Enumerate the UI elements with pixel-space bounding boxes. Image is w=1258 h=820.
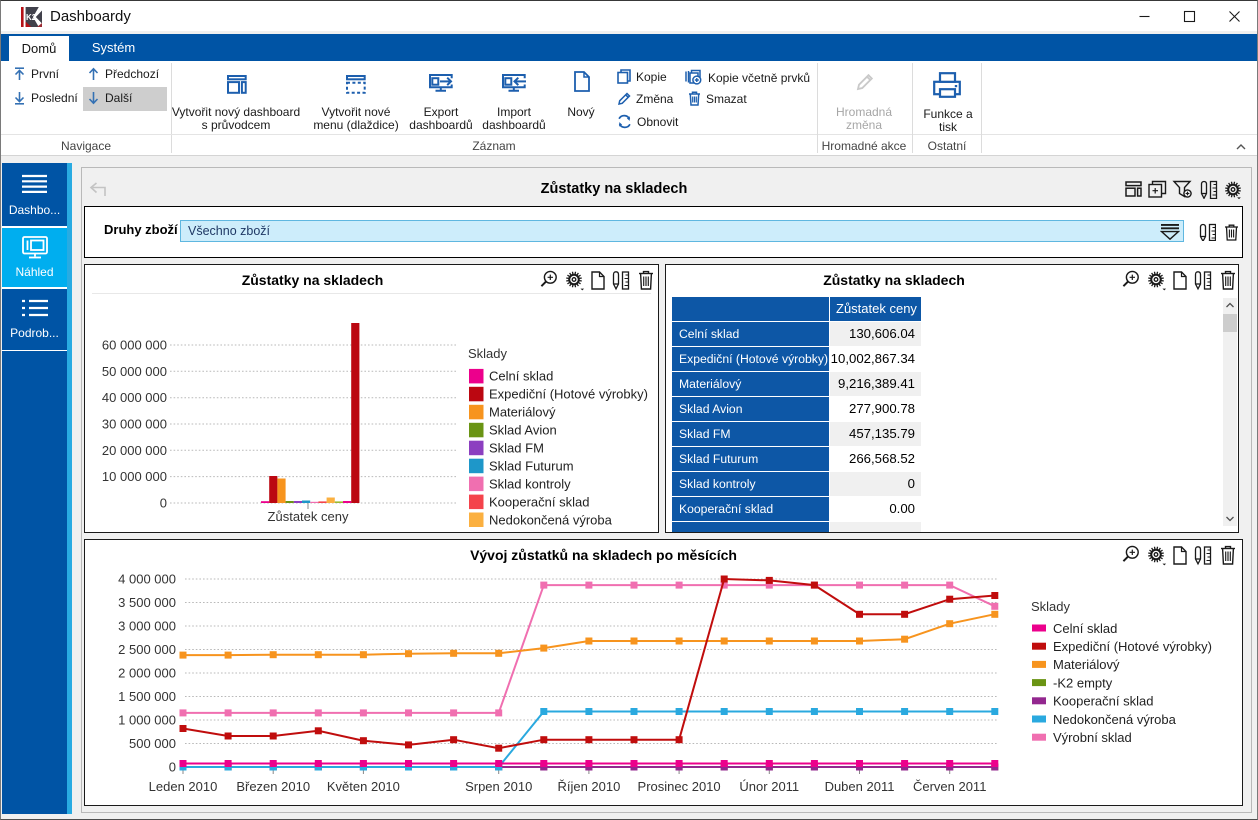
svg-text:Sklad FM: Sklad FM: [489, 441, 544, 456]
svg-text:Duben 2011: Duben 2011: [825, 779, 895, 794]
svg-text:Leden 2010: Leden 2010: [149, 779, 218, 794]
svg-text:Červen 2011: Červen 2011: [913, 779, 986, 794]
svg-text:Expediční (Hotové výrobky): Expediční (Hotové výrobky): [1053, 639, 1212, 654]
svg-text:0: 0: [169, 760, 176, 775]
svg-text:Expediční (Hotové výrobky): Expediční (Hotové výrobky): [489, 387, 648, 402]
svg-text:Sklad Futurum: Sklad Futurum: [489, 459, 574, 474]
svg-text:K2: K2: [26, 13, 37, 22]
svg-text:Prosinec 2010: Prosinec 2010: [638, 779, 721, 794]
svg-text:Výrobní sklad: Výrobní sklad: [1053, 730, 1132, 745]
svg-text:500 000: 500 000: [129, 736, 176, 751]
svg-text:Zůstatek ceny: Zůstatek ceny: [268, 509, 349, 524]
svg-text:4 000 000: 4 000 000: [118, 572, 176, 587]
svg-text:Květen 2010: Květen 2010: [327, 779, 400, 794]
svg-text:3 000 000: 3 000 000: [118, 619, 176, 634]
svg-text:-K2 empty: -K2 empty: [1053, 675, 1113, 690]
svg-text:Srpen 2010: Srpen 2010: [465, 779, 532, 794]
svg-text:Nedokončená výroba: Nedokončená výroba: [489, 512, 613, 527]
svg-text:20 000 000: 20 000 000: [102, 443, 167, 458]
svg-text:Materiálový: Materiálový: [1053, 657, 1120, 672]
svg-text:40 000 000: 40 000 000: [102, 390, 167, 405]
svg-text:Sklady: Sklady: [1031, 599, 1071, 614]
svg-text:2 500 000: 2 500 000: [118, 642, 176, 657]
svg-text:50 000 000: 50 000 000: [102, 364, 167, 379]
svg-text:Únor 2011: Únor 2011: [739, 779, 799, 794]
svg-text:Celní sklad: Celní sklad: [1053, 621, 1117, 636]
svg-text:3 500 000: 3 500 000: [118, 595, 176, 610]
svg-text:Sklady: Sklady: [468, 346, 508, 361]
svg-text:Kooperační sklad: Kooperační sklad: [489, 494, 589, 509]
svg-text:30 000 000: 30 000 000: [102, 417, 167, 432]
svg-text:Nedokončená výroba: Nedokončená výroba: [1053, 712, 1177, 727]
svg-text:60 000 000: 60 000 000: [102, 338, 167, 353]
svg-text:Celní sklad: Celní sklad: [489, 369, 553, 384]
svg-text:Sklad Avion: Sklad Avion: [489, 423, 557, 438]
svg-text:Říjen 2010: Říjen 2010: [557, 779, 620, 794]
svg-text:1 500 000: 1 500 000: [118, 689, 176, 704]
svg-text:10 000 000: 10 000 000: [102, 469, 167, 484]
svg-text:Sklad kontroly: Sklad kontroly: [489, 476, 571, 491]
svg-text:0: 0: [160, 496, 167, 511]
svg-text:Březen 2010: Březen 2010: [236, 779, 310, 794]
svg-text:Kooperační sklad: Kooperační sklad: [1053, 694, 1153, 709]
svg-text:2 000 000: 2 000 000: [118, 666, 176, 681]
svg-text:Materiálový: Materiálový: [489, 405, 556, 420]
svg-text:1 000 000: 1 000 000: [118, 713, 176, 728]
